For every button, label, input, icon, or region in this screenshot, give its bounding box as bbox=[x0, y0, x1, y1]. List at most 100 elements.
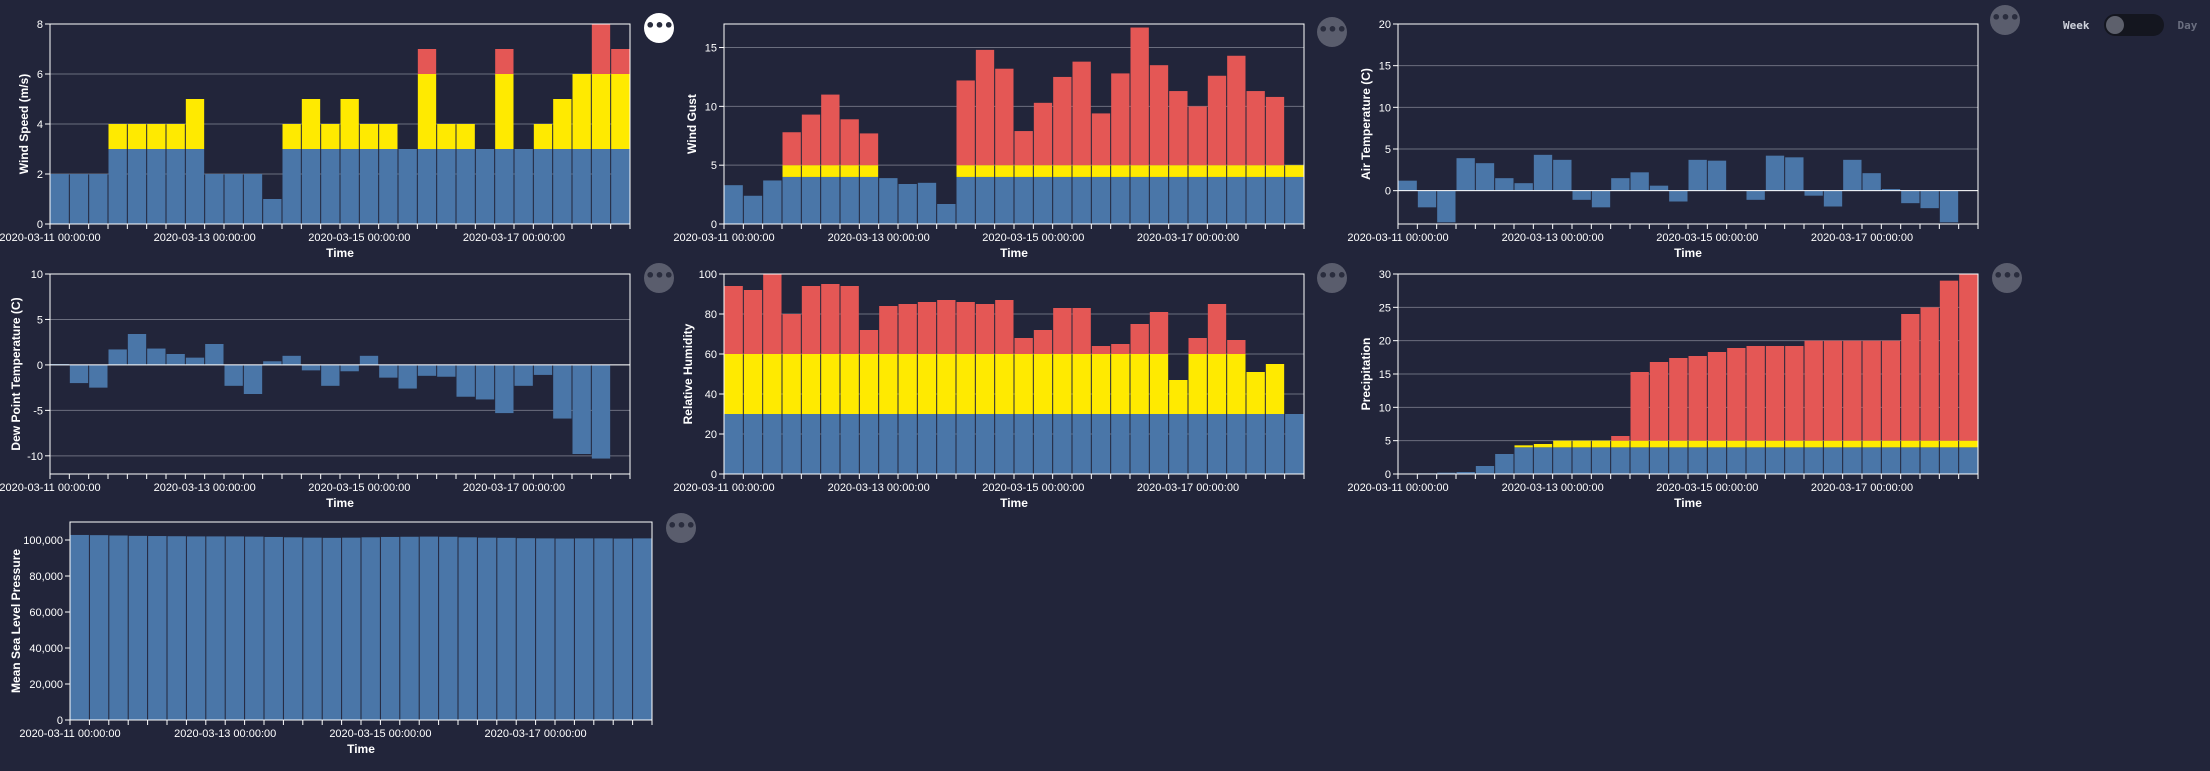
bar-blue[interactable] bbox=[340, 364, 359, 372]
bar-yellow[interactable] bbox=[1765, 440, 1785, 448]
bar-red[interactable] bbox=[879, 306, 898, 354]
bar-yellow[interactable] bbox=[591, 74, 611, 149]
bar-blue[interactable] bbox=[417, 364, 437, 376]
bar-red[interactable] bbox=[801, 286, 821, 354]
bar-blue[interactable] bbox=[301, 149, 321, 224]
bar-blue[interactable] bbox=[1746, 190, 1765, 200]
bar-blue[interactable] bbox=[1285, 414, 1304, 474]
bar-red[interactable] bbox=[1688, 356, 1707, 441]
bar-red[interactable] bbox=[975, 304, 995, 354]
bar-blue[interactable] bbox=[1843, 159, 1862, 191]
bar-blue[interactable] bbox=[975, 414, 995, 474]
chart-menu-button[interactable]: ••• bbox=[1317, 263, 1347, 293]
bar-blue[interactable] bbox=[1959, 447, 1978, 474]
bar-red[interactable] bbox=[1130, 324, 1149, 354]
bar-red[interactable] bbox=[801, 114, 821, 166]
bar-blue[interactable] bbox=[89, 535, 109, 720]
bar-red[interactable] bbox=[1227, 55, 1246, 166]
bar-red[interactable] bbox=[1901, 314, 1920, 441]
bar-red[interactable] bbox=[763, 274, 782, 354]
bar-red[interactable] bbox=[1959, 274, 1978, 441]
bar-blue[interactable] bbox=[859, 176, 879, 224]
bar-blue[interactable] bbox=[1785, 447, 1804, 474]
bar-blue[interactable] bbox=[801, 414, 821, 474]
bar-red[interactable] bbox=[1169, 91, 1188, 166]
bar-red[interactable] bbox=[1669, 358, 1688, 441]
bar-blue[interactable] bbox=[1533, 154, 1553, 191]
bar-yellow[interactable] bbox=[1265, 364, 1285, 414]
bar-blue[interactable] bbox=[1669, 190, 1688, 202]
bar-blue[interactable] bbox=[937, 204, 956, 224]
bar-blue[interactable] bbox=[1456, 472, 1475, 474]
bar-yellow[interactable] bbox=[340, 99, 359, 149]
bar-blue[interactable] bbox=[1456, 158, 1475, 191]
bar-blue[interactable] bbox=[224, 364, 243, 386]
bar-yellow[interactable] bbox=[321, 124, 340, 149]
bar-blue[interactable] bbox=[108, 349, 127, 365]
bar-blue[interactable] bbox=[1149, 414, 1169, 474]
bar-red[interactable] bbox=[1053, 308, 1072, 354]
bar-blue[interactable] bbox=[361, 537, 380, 720]
bar-yellow[interactable] bbox=[1169, 380, 1188, 414]
bar-yellow[interactable] bbox=[185, 99, 205, 149]
bar-blue[interactable] bbox=[1939, 190, 1959, 223]
bar-blue[interactable] bbox=[1437, 190, 1456, 223]
bar-blue[interactable] bbox=[1169, 176, 1188, 224]
bar-red[interactable] bbox=[743, 290, 763, 354]
bar-yellow[interactable] bbox=[724, 354, 743, 414]
bar-blue[interactable] bbox=[497, 537, 516, 720]
chart-menu-button[interactable]: ••• bbox=[1317, 17, 1347, 47]
bar-blue[interactable] bbox=[1533, 447, 1553, 474]
bar-blue[interactable] bbox=[555, 538, 574, 720]
bar-blue[interactable] bbox=[458, 537, 477, 720]
bar-blue[interactable] bbox=[69, 174, 89, 224]
bar-blue[interactable] bbox=[724, 185, 743, 224]
bar-blue[interactable] bbox=[1939, 447, 1959, 474]
bar-blue[interactable] bbox=[321, 149, 340, 224]
bar-blue[interactable] bbox=[1227, 414, 1246, 474]
bar-yellow[interactable] bbox=[1227, 354, 1246, 414]
bar-red[interactable] bbox=[782, 132, 801, 166]
bar-yellow[interactable] bbox=[1091, 165, 1111, 177]
bar-blue[interactable] bbox=[937, 414, 956, 474]
bar-yellow[interactable] bbox=[1053, 354, 1072, 414]
bar-red[interactable] bbox=[724, 286, 743, 354]
bar-blue[interactable] bbox=[1765, 155, 1785, 191]
bar-blue[interactable] bbox=[840, 414, 859, 474]
bar-red[interactable] bbox=[1149, 312, 1169, 354]
bar-blue[interactable] bbox=[1014, 176, 1033, 224]
bar-blue[interactable] bbox=[1804, 447, 1823, 474]
bar-yellow[interactable] bbox=[1265, 165, 1285, 177]
bar-blue[interactable] bbox=[516, 538, 536, 720]
bar-yellow[interactable] bbox=[743, 354, 763, 414]
bar-blue[interactable] bbox=[282, 355, 301, 365]
bar-blue[interactable] bbox=[1033, 176, 1053, 224]
bar-red[interactable] bbox=[1188, 106, 1207, 166]
bar-blue[interactable] bbox=[724, 414, 743, 474]
bar-blue[interactable] bbox=[1746, 447, 1765, 474]
bar-yellow[interactable] bbox=[956, 354, 975, 414]
bar-blue[interactable] bbox=[574, 538, 594, 720]
bar-blue[interactable] bbox=[380, 536, 400, 720]
bar-red[interactable] bbox=[1072, 61, 1091, 166]
bar-yellow[interactable] bbox=[1630, 440, 1649, 448]
chart-menu-button[interactable]: ••• bbox=[666, 513, 696, 543]
bar-blue[interactable] bbox=[995, 176, 1014, 224]
bar-blue[interactable] bbox=[379, 149, 398, 224]
bar-blue[interactable] bbox=[1169, 414, 1188, 474]
bar-blue[interactable] bbox=[475, 149, 495, 224]
bar-yellow[interactable] bbox=[1785, 440, 1804, 448]
bar-yellow[interactable] bbox=[1843, 440, 1862, 448]
bar-blue[interactable] bbox=[1920, 190, 1939, 209]
bar-blue[interactable] bbox=[840, 176, 859, 224]
bar-yellow[interactable] bbox=[553, 99, 572, 149]
bar-blue[interactable] bbox=[821, 176, 840, 224]
bar-blue[interactable] bbox=[995, 414, 1014, 474]
bar-blue[interactable] bbox=[1785, 157, 1804, 191]
bar-blue[interactable] bbox=[1572, 190, 1591, 200]
bar-yellow[interactable] bbox=[917, 354, 937, 414]
bar-yellow[interactable] bbox=[1207, 165, 1227, 177]
bar-blue[interactable] bbox=[456, 364, 475, 397]
bar-red[interactable] bbox=[1246, 91, 1265, 166]
bar-blue[interactable] bbox=[398, 149, 417, 224]
